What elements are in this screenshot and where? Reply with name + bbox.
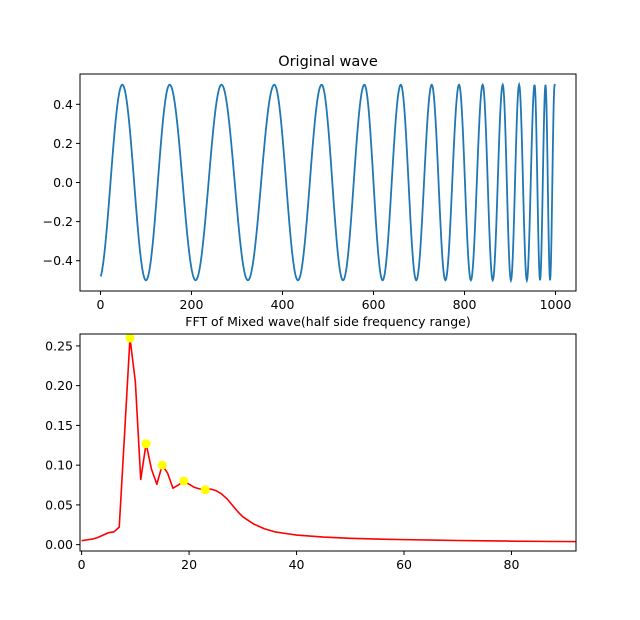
fft-x-axis: 0 20 40 60 80	[78, 551, 520, 572]
original-wave-plot-area	[99, 81, 556, 284]
fft-y-tick-label: 0.25	[45, 338, 73, 353]
fft-title: FFT of Mixed wave(half side frequency ra…	[185, 314, 470, 329]
fft-x-tick-label: 80	[504, 557, 520, 572]
original-wave-y-tick-label: −0.4	[43, 253, 73, 268]
original-wave-y-tick-label: 0.2	[53, 136, 73, 151]
original-wave-y-tick-label: 0.0	[53, 175, 73, 190]
fft-y-tick-label: 0.10	[45, 458, 73, 473]
original-wave-x-tick-label: 1000	[540, 297, 572, 312]
fft-peak-marker	[157, 460, 167, 470]
fft-peak-marker	[125, 333, 135, 343]
fft-x-tick-label: 40	[289, 557, 305, 572]
fft-x-tick-label: 0	[78, 557, 86, 572]
fft-y-tick-label: 0.00	[45, 537, 73, 552]
fft-y-tick-label: 0.15	[45, 418, 73, 433]
original-wave-frame	[79, 73, 577, 292]
original-wave-x-tick-label: 0	[97, 297, 105, 312]
original-wave-line	[99, 81, 556, 284]
fft-x-tick-label: 60	[396, 557, 412, 572]
original-wave-y-tick-label: −0.2	[43, 214, 73, 229]
fft-y-tick-label: 0.20	[45, 378, 73, 393]
fft-chart: FFT of Mixed wave(half side frequency ra…	[45, 314, 577, 572]
fft-peak-marker	[200, 485, 210, 495]
original-wave-y-axis: −0.4 −0.2 0.0 0.2 0.4	[43, 97, 80, 268]
original-wave-chart: Original wave 0 200 400 600 800 1000 −0.4 −0.2…	[43, 54, 577, 312]
original-wave-x-tick-label: 800	[453, 297, 477, 312]
fft-plot-area	[81, 333, 576, 543]
original-wave-x-tick-label: 600	[362, 297, 386, 312]
fft-peak-marker	[141, 439, 151, 449]
original-wave-title: Original wave	[278, 54, 378, 70]
fft-x-tick-label: 20	[181, 557, 197, 572]
original-wave-x-tick-label: 400	[271, 297, 295, 312]
original-wave-x-axis: 0 200 400 600 800 1000	[97, 291, 572, 312]
original-wave-y-tick-label: 0.4	[53, 97, 73, 112]
fft-peak-marker	[179, 476, 189, 486]
fft-frame	[79, 333, 577, 552]
fft-y-tick-label: 0.05	[45, 497, 73, 512]
fft-y-axis: 0.00 0.05 0.10 0.15 0.20 0.25	[45, 338, 80, 552]
original-wave-x-tick-label: 200	[180, 297, 204, 312]
